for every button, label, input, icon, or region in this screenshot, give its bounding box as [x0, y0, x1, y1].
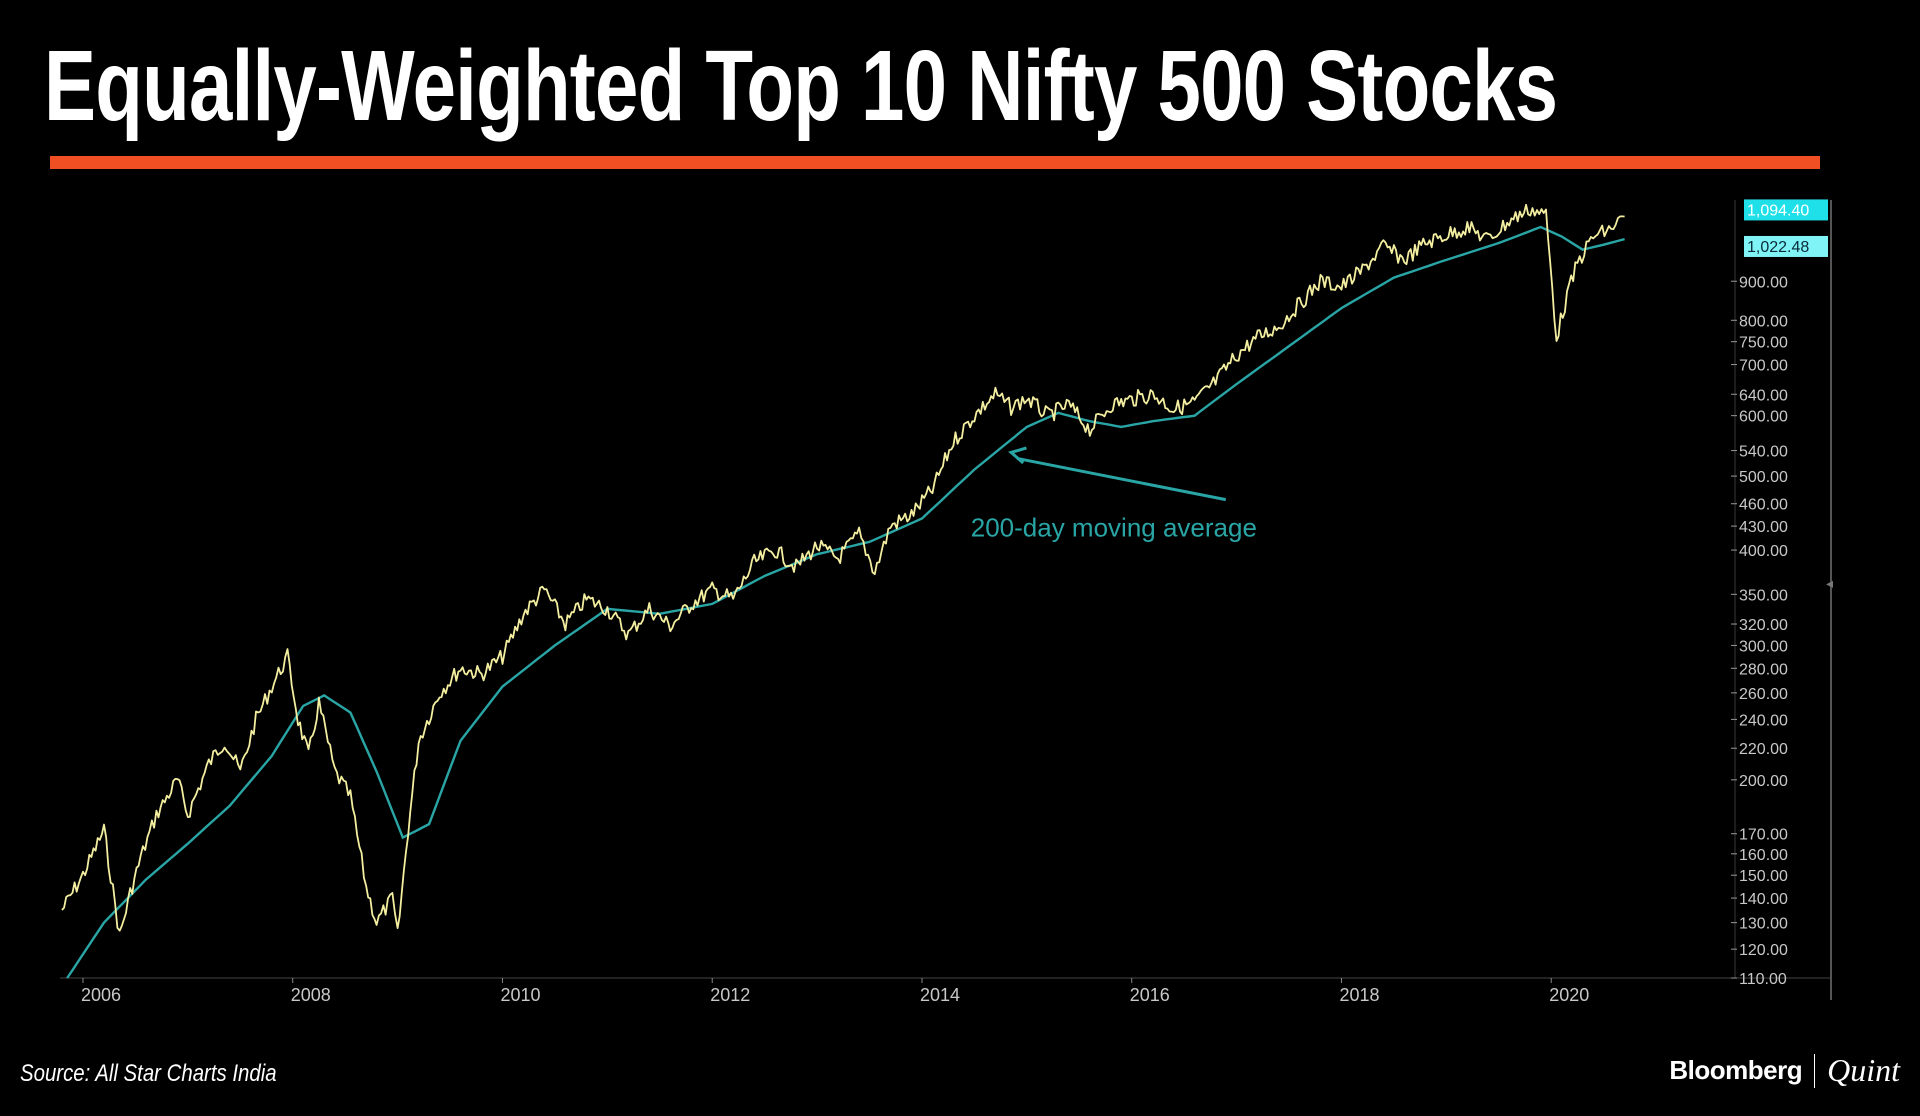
x-tick-label: 2012 — [710, 985, 750, 1005]
y-axis-ticks: 900.00 800.00 750.00 700.00 640.00 600.00 540.… — [1731, 274, 1788, 988]
price-tags: 1,094.40 1,022.48 — [1744, 199, 1828, 257]
y-tick-label: 300.00 — [1739, 638, 1788, 655]
price-tag-box — [1744, 199, 1828, 221]
y-tick-label: 400.00 — [1739, 543, 1788, 560]
stock-chart: ◂ 900.00 800.00 750.00 700.00 640.00 600.00 54… — [60, 199, 1834, 1018]
y-tick-label: 460.00 — [1739, 497, 1788, 514]
y-tick-label: 240.00 — [1739, 712, 1788, 729]
y-tick-label: 320.00 — [1739, 617, 1788, 634]
price-tag-label: 1,022.48 — [1747, 239, 1809, 256]
y-tick-label: 130.00 — [1739, 916, 1788, 933]
y-tick-label: 160.00 — [1739, 847, 1788, 864]
y-tick-label: 750.00 — [1739, 335, 1788, 352]
y-tick-label: 170.00 — [1739, 827, 1788, 844]
price-tag-box — [1744, 235, 1828, 257]
brand-primary: Bloomberg — [1669, 1055, 1803, 1085]
annotation-label: 200-day moving average — [971, 513, 1257, 543]
brand-secondary: Quint — [1827, 1052, 1900, 1088]
y-tick-label: 140.00 — [1739, 891, 1788, 908]
x-tick-label: 2020 — [1549, 985, 1589, 1005]
source-note: Source: All Star Charts India — [20, 1060, 277, 1087]
y-tick-label: 220.00 — [1739, 741, 1788, 758]
annotation-arrowhead-icon — [1008, 446, 1027, 465]
annotations: 200-day moving average — [971, 446, 1257, 543]
x-tick-label: 2014 — [920, 985, 960, 1005]
y-tick-label: 900.00 — [1739, 274, 1788, 291]
x-tick-label: 2008 — [291, 985, 331, 1005]
annotation-arrow — [1016, 456, 1227, 502]
x-tick-label: 2006 — [81, 985, 121, 1005]
title-underline — [50, 156, 1820, 169]
plot-area — [60, 200, 1832, 1018]
brand-logo: Bloomberg Quint — [1669, 1052, 1900, 1089]
collapse-handle-icon[interactable]: ◂ — [1826, 575, 1833, 591]
price-tag-label: 1,094.40 — [1747, 202, 1809, 219]
x-axis-ticks: 2006 2008 2010 2012 2014 2016 2018 2020 — [81, 978, 1589, 1005]
x-tick-label: 2010 — [500, 985, 540, 1005]
y-tick-label: 350.00 — [1739, 587, 1788, 604]
y-tick-label: 700.00 — [1739, 358, 1788, 375]
y-tick-label: 600.00 — [1739, 409, 1788, 426]
y-tick-label: 200.00 — [1739, 773, 1788, 790]
y-tick-label: 800.00 — [1739, 313, 1788, 330]
y-tick-label: 500.00 — [1739, 469, 1788, 486]
y-tick-label: 110.00 — [1739, 971, 1787, 988]
y-tick-label: 280.00 — [1739, 661, 1788, 678]
y-tick-label: 120.00 — [1739, 942, 1788, 959]
ma-series-line — [66, 225, 1625, 979]
scroll-edge — [1830, 200, 1832, 1000]
x-tick-label: 2016 — [1130, 985, 1170, 1005]
x-tick-label: 2018 — [1339, 985, 1379, 1005]
y-tick-label: 150.00 — [1739, 868, 1788, 885]
y-tick-label: 540.00 — [1739, 444, 1788, 461]
y-tick-label: 260.00 — [1739, 686, 1788, 703]
chart-title: Equally-Weighted Top 10 Nifty 500 Stocks — [44, 30, 1558, 142]
brand-divider — [1814, 1053, 1816, 1088]
y-tick-label: 430.00 — [1739, 519, 1788, 536]
y-tick-label: 640.00 — [1739, 387, 1788, 404]
price-series-line — [61, 203, 1625, 932]
